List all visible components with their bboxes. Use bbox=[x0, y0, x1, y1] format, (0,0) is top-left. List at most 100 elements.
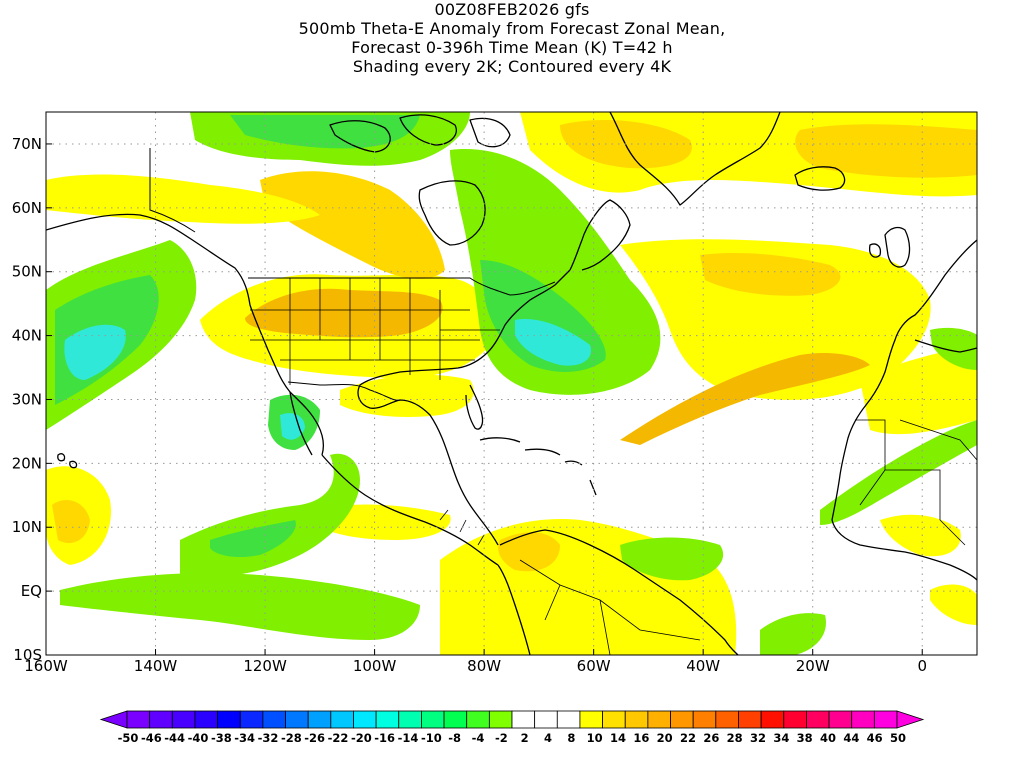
lon-label: 80W bbox=[467, 657, 501, 675]
coast-mediterranean bbox=[914, 339, 977, 353]
colorbar-label: 38 bbox=[797, 731, 813, 745]
coast-florida bbox=[465, 384, 484, 430]
colorbar-label: -38 bbox=[211, 731, 232, 745]
pos-region-canada bbox=[260, 171, 445, 280]
colorbar-label: -14 bbox=[398, 731, 419, 745]
colorbar-label: 34 bbox=[773, 731, 789, 745]
colorbar-swatch bbox=[783, 710, 807, 729]
colorbar-label: -32 bbox=[258, 731, 279, 745]
colorbar-label: -50 bbox=[118, 731, 139, 745]
colorbar-swatch bbox=[171, 710, 196, 729]
coastlines bbox=[46, 112, 977, 655]
coast-hudson-bay bbox=[418, 180, 486, 246]
lat-label: 40N bbox=[12, 327, 42, 345]
colorbar-swatch bbox=[149, 710, 173, 729]
neg-region-ne-pacific-core bbox=[64, 324, 126, 380]
colorbar-label: -26 bbox=[304, 731, 325, 745]
colorbar-swatch bbox=[398, 710, 422, 729]
colorbar-label: -40 bbox=[188, 731, 209, 745]
lat-label: 60N bbox=[12, 199, 42, 217]
colorbar-swatch bbox=[443, 710, 468, 729]
colorbar bbox=[99, 710, 925, 729]
coast-labrador bbox=[569, 199, 631, 271]
colorbar-label: 22 bbox=[680, 731, 696, 745]
border-africa bbox=[855, 419, 977, 546]
coast-mexico-central-america bbox=[321, 454, 499, 566]
lon-label: 100W bbox=[353, 657, 397, 675]
colorbar-arrow-right bbox=[896, 710, 925, 729]
colorbar-label: -44 bbox=[164, 731, 185, 745]
colorbar-swatch bbox=[194, 710, 218, 729]
colorbar-arrow-left bbox=[99, 710, 128, 729]
colorbar-swatch bbox=[488, 710, 513, 729]
neg-region-south-pacific bbox=[60, 573, 420, 640]
colorbar-swatch bbox=[262, 710, 286, 729]
coast-baja bbox=[289, 391, 313, 456]
colorbar-label: 32 bbox=[750, 731, 766, 745]
coast-arctic-islands bbox=[329, 114, 511, 153]
colorbar-swatch bbox=[421, 710, 445, 729]
colorbar-swatch bbox=[466, 710, 490, 729]
colorbar-label: 40 bbox=[820, 731, 836, 745]
neg-region-baja-core bbox=[280, 413, 305, 440]
colorbar-label: 26 bbox=[703, 731, 719, 745]
colorbar-swatch bbox=[760, 710, 785, 729]
lat-label: 30N bbox=[12, 390, 42, 408]
colorbar-label: -16 bbox=[374, 731, 395, 745]
colorbar-swatch bbox=[647, 710, 671, 729]
colorbar-swatch bbox=[285, 710, 309, 729]
coast-hawaii bbox=[57, 453, 78, 469]
border-us-mexico bbox=[287, 381, 401, 401]
longitude-labels: 160W 140W 120W 100W 80W 60W 40W 20W 0 bbox=[24, 657, 927, 675]
pos-region-sw-africa bbox=[860, 345, 977, 435]
lon-label: 0 bbox=[917, 657, 927, 675]
border-us-states bbox=[250, 278, 500, 385]
colorbar-label: 20 bbox=[657, 731, 673, 745]
lat-label: 50N bbox=[12, 263, 42, 281]
border-south-america bbox=[519, 559, 701, 655]
neg-region-west-africa bbox=[820, 420, 977, 525]
colorbar-label: -8 bbox=[448, 731, 461, 745]
colorbar-label: 2 bbox=[521, 731, 529, 745]
neg-region-iberia bbox=[930, 327, 977, 370]
neg-region-equatorial-atlantic bbox=[620, 537, 724, 581]
colorbar-label: 10 bbox=[587, 731, 603, 745]
title-line-1: 00Z08FEB2026 gfs bbox=[434, 0, 590, 19]
colorbar-swatch bbox=[873, 710, 898, 729]
colorbar-label: -46 bbox=[141, 731, 162, 745]
colorbar-swatch bbox=[353, 710, 377, 729]
pos-region-mexico-gulf bbox=[340, 374, 474, 417]
title-block: 00Z08FEB2026 gfs 500mb Theta-E Anomaly f… bbox=[0, 0, 1024, 76]
colorbar-label: 44 bbox=[843, 731, 859, 745]
border-alaska-canada bbox=[149, 148, 196, 233]
title-line-2: 500mb Theta-E Anomaly from Forecast Zona… bbox=[298, 19, 726, 38]
pos-region-west-us-core bbox=[245, 288, 443, 338]
lon-label: 120W bbox=[243, 657, 287, 675]
colorbar-swatch bbox=[828, 710, 853, 729]
coast-alaska-west-coast bbox=[46, 213, 325, 456]
colorbar-swatch bbox=[239, 710, 264, 729]
map-frame bbox=[45, 111, 978, 656]
title-line-3: Forecast 0-396h Time Mean (K) T=42 h bbox=[351, 38, 673, 57]
coast-greenland bbox=[609, 112, 781, 206]
colorbar-swatch bbox=[670, 710, 694, 729]
colorbar-swatch bbox=[692, 710, 717, 729]
pos-region-central-pacific-core bbox=[52, 500, 90, 544]
lat-label: 70N bbox=[12, 135, 42, 153]
lat-label: EQ bbox=[21, 582, 42, 600]
colorbar-swatch bbox=[534, 710, 558, 729]
colorbar-swatch bbox=[579, 710, 603, 729]
title-line-4: Shading every 2K; Contoured every 4K bbox=[352, 57, 672, 76]
colorbar-swatch bbox=[126, 710, 151, 729]
colorbar-label: 8 bbox=[567, 731, 575, 745]
colorbar-swatch bbox=[375, 710, 400, 729]
pos-region-se-atlantic bbox=[930, 584, 977, 625]
colorbar-swatch bbox=[307, 710, 332, 729]
pos-region-east-greenland bbox=[795, 124, 977, 178]
lat-label: 10S bbox=[13, 646, 42, 664]
pos-region-west-africa bbox=[880, 514, 961, 557]
lon-label: 160W bbox=[24, 657, 68, 675]
colorbar-labels: -50 -46 -44 -40 -38 -34 -32 -28 -26 -22 -20 -16 -14-… bbox=[118, 731, 906, 745]
colorbar-label: -22 bbox=[328, 731, 349, 745]
